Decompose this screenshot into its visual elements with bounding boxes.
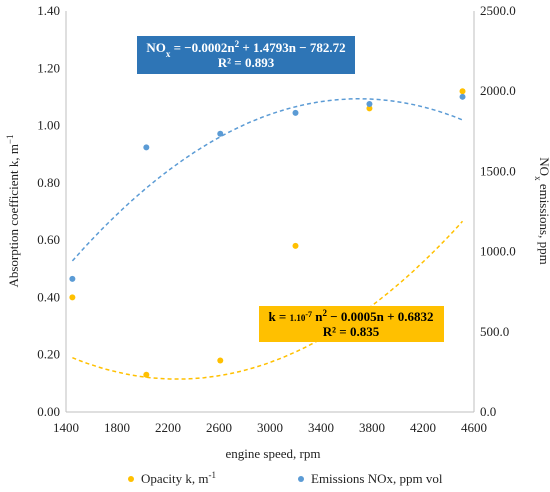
x-tick-label: 3800 [359, 420, 385, 435]
k-r2: R² = 0.835 [323, 324, 380, 339]
legend-marker-opacity [128, 476, 134, 482]
left-tick-label: 0.60 [37, 232, 60, 247]
left-tick-label: 0.80 [37, 175, 60, 190]
trendlines [71, 98, 464, 380]
data-point-nox [366, 101, 373, 108]
x-tick-label: 2600 [206, 420, 232, 435]
x-tick-label: 3400 [308, 420, 334, 435]
trendline-opacity [72, 220, 464, 380]
legend-label-opacity: Opacity k, m-1 [141, 470, 216, 486]
data-point-opacity [217, 357, 224, 364]
nox-equation: NOx = −0.0002n2 + 1.4793n − 782.72 [146, 39, 345, 59]
right-tick-label: 1000.0 [480, 244, 516, 259]
data-point-nox [143, 144, 150, 151]
legend-marker-nox [298, 476, 304, 482]
right-tick-label: 0.0 [480, 404, 496, 419]
x-tick-label: 2200 [155, 420, 181, 435]
right-tick-label: 2500.0 [480, 3, 516, 18]
right-axis-title: NOx emissions, ppm [533, 157, 550, 264]
left-tick-label: 0.20 [37, 347, 60, 362]
nox-r2: R² = 0.893 [218, 55, 275, 70]
left-tick-label: 1.40 [37, 3, 60, 18]
data-point-nox [292, 109, 299, 116]
data-point-opacity [366, 105, 373, 112]
data-point-opacity [292, 242, 299, 249]
nox-equation-box: NOx = −0.0002n2 + 1.4793n − 782.72 R² = … [137, 36, 355, 74]
left-tick-label: 0.00 [37, 404, 60, 419]
axes [65, 11, 475, 413]
data-point-nox [217, 130, 224, 137]
data-point-opacity [69, 294, 76, 301]
left-tick-label: 0.40 [37, 289, 60, 304]
right-tick-label: 500.0 [480, 324, 509, 339]
left-axis-ticks: 0.00 0.20 0.40 0.60 0.80 1.00 1.20 1.40 [37, 3, 60, 419]
x-tick-label: 3000 [257, 420, 283, 435]
right-tick-label: 1500.0 [480, 163, 516, 178]
data-points [69, 88, 466, 378]
left-axis-title: Absorption coefficient k, m−1 [5, 134, 21, 287]
legend-label-nox: Emissions NOx, ppm vol [311, 471, 443, 486]
right-axis-ticks: 0.0 500.0 1000.0 1500.0 2000.0 2500.0 [480, 3, 516, 419]
k-equation-box: k = 1.10-7 n2 − 0.0005n + 0.6832 R² = 0.… [259, 306, 444, 342]
x-tick-label: 1400 [53, 420, 79, 435]
x-tick-label: 1800 [104, 420, 130, 435]
trendline-nox [71, 98, 463, 262]
x-tick-label: 4200 [410, 420, 436, 435]
x-tick-label: 4600 [461, 420, 487, 435]
left-tick-label: 1.20 [37, 60, 60, 75]
data-point-nox [69, 275, 76, 282]
x-axis-ticks: 1400 1800 2200 2600 3000 3400 3800 4200 4600 [53, 420, 487, 435]
data-point-opacity [143, 371, 150, 378]
legend: Opacity k, m-1 Emissions NOx, ppm vol [128, 470, 443, 486]
left-tick-label: 1.00 [37, 118, 60, 133]
data-point-nox [459, 93, 466, 100]
k-equation: k = 1.10-7 n2 − 0.0005n + 0.6832 [268, 308, 433, 324]
data-point-opacity [459, 88, 466, 95]
x-axis-title: engine speed, rpm [226, 446, 321, 461]
right-tick-label: 2000.0 [480, 83, 516, 98]
